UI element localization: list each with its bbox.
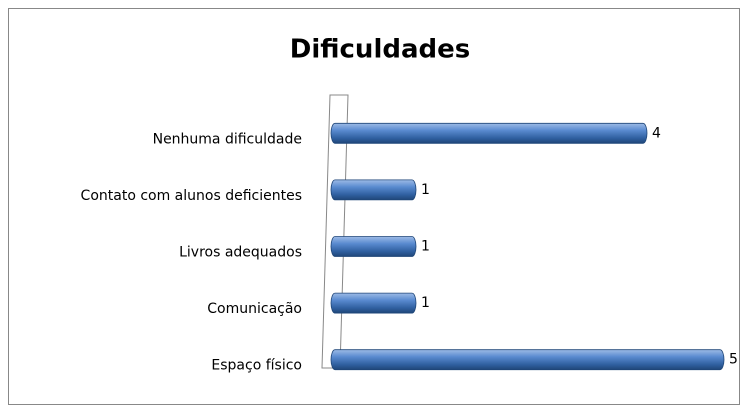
chart-title: Dificuldades xyxy=(290,35,470,65)
data-label: 1 xyxy=(421,295,430,311)
y-tick-label: Livros adequados xyxy=(179,245,302,261)
bar xyxy=(330,236,417,257)
chart-border xyxy=(8,8,740,405)
bar xyxy=(330,349,725,371)
data-label: 1 xyxy=(421,182,430,198)
data-label: 4 xyxy=(652,125,661,141)
bar xyxy=(330,179,417,201)
y-tick-label: Nenhuma dificuldade xyxy=(153,131,302,147)
bar xyxy=(330,122,648,144)
y-tick-label: Contato com alunos deficientes xyxy=(81,188,302,204)
bar xyxy=(330,292,417,314)
y-tick-label: Comunicação xyxy=(207,301,302,317)
y-tick-label: Espaço físico xyxy=(211,358,302,374)
data-label: 1 xyxy=(421,239,430,255)
data-label: 5 xyxy=(729,352,738,368)
